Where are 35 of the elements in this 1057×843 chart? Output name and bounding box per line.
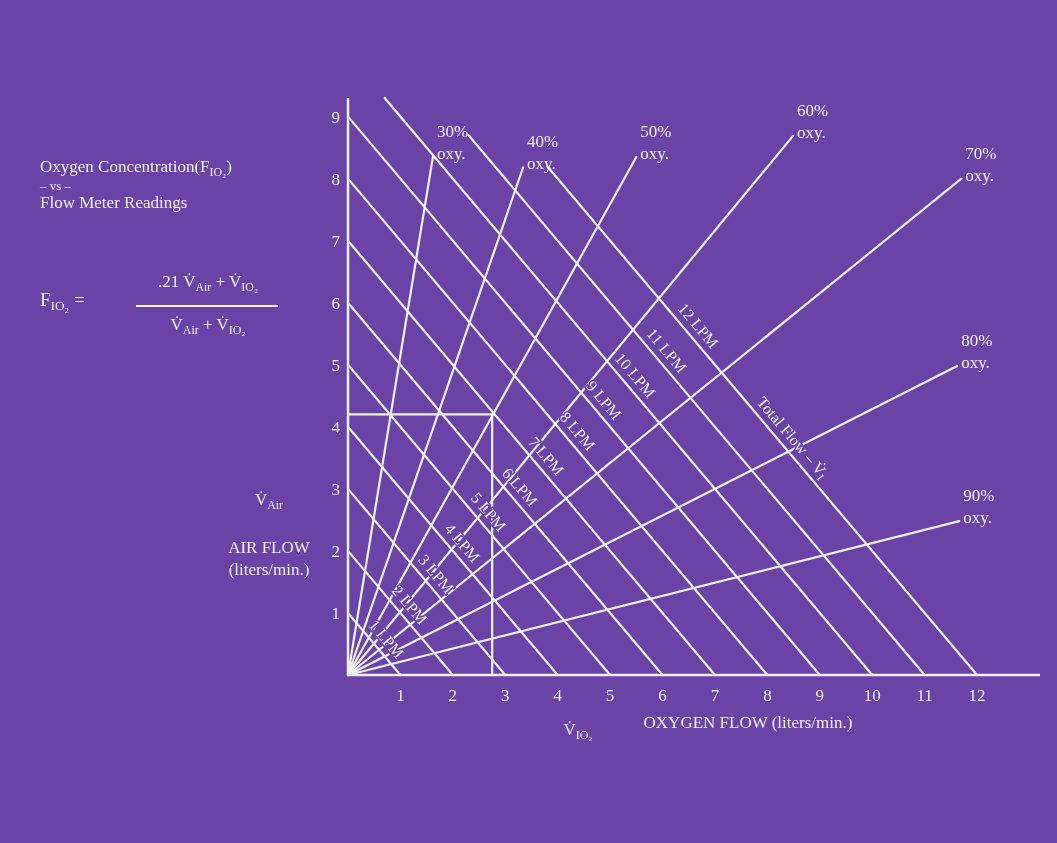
x-tick-label: 8 [763, 686, 772, 705]
series-label: 50% oxy. [640, 121, 672, 163]
text: V̇$_{Air}$ + V̇$_{IO₂}$ [170, 315, 246, 337]
y-tick-label: 6 [331, 293, 340, 313]
series-label: 80% oxy. [961, 331, 993, 373]
x-axis-title: OXYGEN FLOW (liters/min.) [643, 713, 853, 732]
x-tick-label: 7 [710, 686, 720, 705]
x-tick-label: 10 [863, 686, 881, 705]
x-tick-label: 9 [815, 686, 825, 705]
y-tick-label: 3 [331, 479, 340, 499]
x-tick-label: 6 [658, 686, 667, 705]
x-tick-label: 3 [501, 686, 510, 705]
text: .21 V̇$_{Air}$ + V̇$_{IO₂}$ [157, 272, 259, 294]
chart-title: Oxygen Concentration(F$_{IO₂}$) – vs – Flow Meter Readings [40, 157, 232, 212]
x-tick-label: 5 [605, 686, 615, 705]
text: V̇$_{IO₂}$ [563, 720, 593, 742]
y-tick-label: 7 [331, 231, 341, 251]
series-label: 60% oxy. [797, 100, 829, 142]
y-tick-label: 5 [331, 355, 340, 375]
text: F$_{IO₂}$ = [40, 289, 85, 313]
series-label: 90% oxy. [963, 486, 995, 528]
x-tick-label: 1 [396, 686, 405, 705]
x-tick-label: 11 [916, 686, 933, 705]
y-tick-label: 8 [331, 169, 340, 189]
series-label: 30% oxy. [436, 121, 469, 163]
x-tick-label: 12 [968, 686, 986, 705]
x-tick-label: 4 [553, 686, 563, 705]
series-label: 70% oxy. [965, 143, 997, 185]
y-tick-label: 9 [331, 107, 340, 127]
y-axis-title: AIR FLOW (liters/min.) [228, 538, 311, 579]
y-tick-label: 1 [331, 603, 340, 623]
y-tick-label: 2 [331, 541, 340, 561]
x-tick-label: 2 [448, 686, 458, 705]
text: V̇$_{Air}$ [254, 490, 284, 512]
y-tick-label: 4 [331, 417, 341, 437]
